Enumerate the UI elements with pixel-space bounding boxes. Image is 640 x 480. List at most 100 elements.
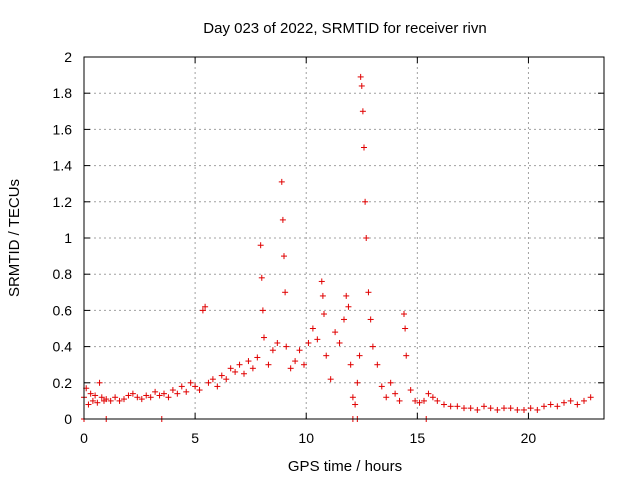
data-point xyxy=(421,397,427,404)
data-point xyxy=(487,405,494,412)
data-point xyxy=(287,365,294,372)
data-point xyxy=(249,365,256,372)
data-point xyxy=(425,390,432,397)
y-tick-label: 0.4 xyxy=(53,339,73,355)
data-point xyxy=(129,390,136,397)
data-point xyxy=(534,406,541,413)
data-point xyxy=(357,73,364,80)
x-tick-label: 0 xyxy=(80,430,88,446)
data-point xyxy=(269,347,276,354)
data-point xyxy=(143,392,150,399)
data-point xyxy=(281,253,287,260)
data-point xyxy=(541,403,547,410)
data-point xyxy=(507,405,514,412)
data-point xyxy=(527,405,534,412)
data-point xyxy=(218,372,225,379)
data-point xyxy=(365,289,372,296)
data-point xyxy=(283,343,290,350)
data-point xyxy=(514,406,521,413)
data-point xyxy=(314,336,321,343)
data-point xyxy=(89,397,96,404)
data-point xyxy=(98,394,105,401)
data-point xyxy=(383,394,390,401)
data-point xyxy=(103,396,110,403)
data-point xyxy=(352,401,359,408)
data-point xyxy=(363,235,370,241)
data-point xyxy=(279,216,286,223)
data-point xyxy=(429,394,436,401)
data-point xyxy=(362,198,369,205)
data-point xyxy=(356,352,363,359)
y-tick-label: 0.8 xyxy=(53,266,73,282)
x-tick-label: 15 xyxy=(410,430,426,446)
data-point xyxy=(396,397,403,404)
data-point xyxy=(412,397,419,404)
data-point xyxy=(205,379,212,386)
data-point xyxy=(183,388,190,395)
data-point xyxy=(447,403,454,410)
data-point xyxy=(209,376,216,383)
data-point xyxy=(147,394,154,401)
data-point xyxy=(387,379,394,386)
data-point xyxy=(318,278,325,285)
data-point xyxy=(467,405,474,412)
data-point xyxy=(392,390,399,397)
y-tick-label: 0.6 xyxy=(53,302,73,318)
y-tick-label: 1.6 xyxy=(53,121,73,137)
data-point xyxy=(274,339,281,346)
data-point xyxy=(369,343,376,350)
data-point xyxy=(461,405,467,412)
data-point xyxy=(223,376,230,383)
x-tick-label: 5 xyxy=(191,430,199,446)
data-point xyxy=(581,397,587,404)
data-point xyxy=(258,274,265,281)
data-point xyxy=(343,292,350,299)
data-point xyxy=(292,358,299,365)
x-axis-title: GPS time / hours xyxy=(288,458,402,475)
data-point xyxy=(332,329,339,336)
data-point xyxy=(232,368,239,375)
data-point xyxy=(125,392,132,399)
data-point xyxy=(236,361,243,368)
data-point xyxy=(196,387,203,394)
x-tick-label: 10 xyxy=(298,430,314,446)
data-point xyxy=(407,387,414,394)
data-point xyxy=(319,292,326,299)
axis-ticks: 00.20.40.60.811.21.41.61.820 5 10 15 20 xyxy=(53,49,604,446)
data-point xyxy=(174,390,181,397)
data-point xyxy=(402,325,409,332)
data-point xyxy=(434,397,441,404)
data-point xyxy=(165,394,172,401)
y-tick-label: 0 xyxy=(64,411,72,427)
data-point xyxy=(265,361,272,368)
data-point xyxy=(187,379,194,386)
data-point xyxy=(327,376,334,383)
data-point xyxy=(481,403,487,410)
y-tick-label: 1.4 xyxy=(53,158,73,174)
data-point xyxy=(401,311,407,318)
data-point xyxy=(199,307,206,314)
data-point xyxy=(296,347,303,354)
data-point xyxy=(349,394,356,401)
data-point xyxy=(454,403,461,410)
data-point xyxy=(367,316,374,323)
data-point xyxy=(245,358,252,365)
y-tick-label: 1 xyxy=(64,230,72,246)
data-point xyxy=(336,339,343,346)
data-point xyxy=(567,397,574,404)
data-point xyxy=(85,401,92,408)
data-point xyxy=(282,289,289,296)
data-point xyxy=(138,396,145,403)
grid xyxy=(84,57,604,419)
data-point xyxy=(261,334,267,341)
data-point xyxy=(341,316,347,323)
data-point xyxy=(278,178,285,185)
y-axis-title: SRMTID / TECUs xyxy=(6,179,23,297)
data-point xyxy=(321,311,327,318)
data-point xyxy=(441,401,447,408)
y-tick-label: 1.8 xyxy=(53,85,73,101)
data-point xyxy=(574,401,581,408)
data-point xyxy=(202,303,209,310)
data-point xyxy=(259,307,266,314)
data-point xyxy=(354,379,361,386)
